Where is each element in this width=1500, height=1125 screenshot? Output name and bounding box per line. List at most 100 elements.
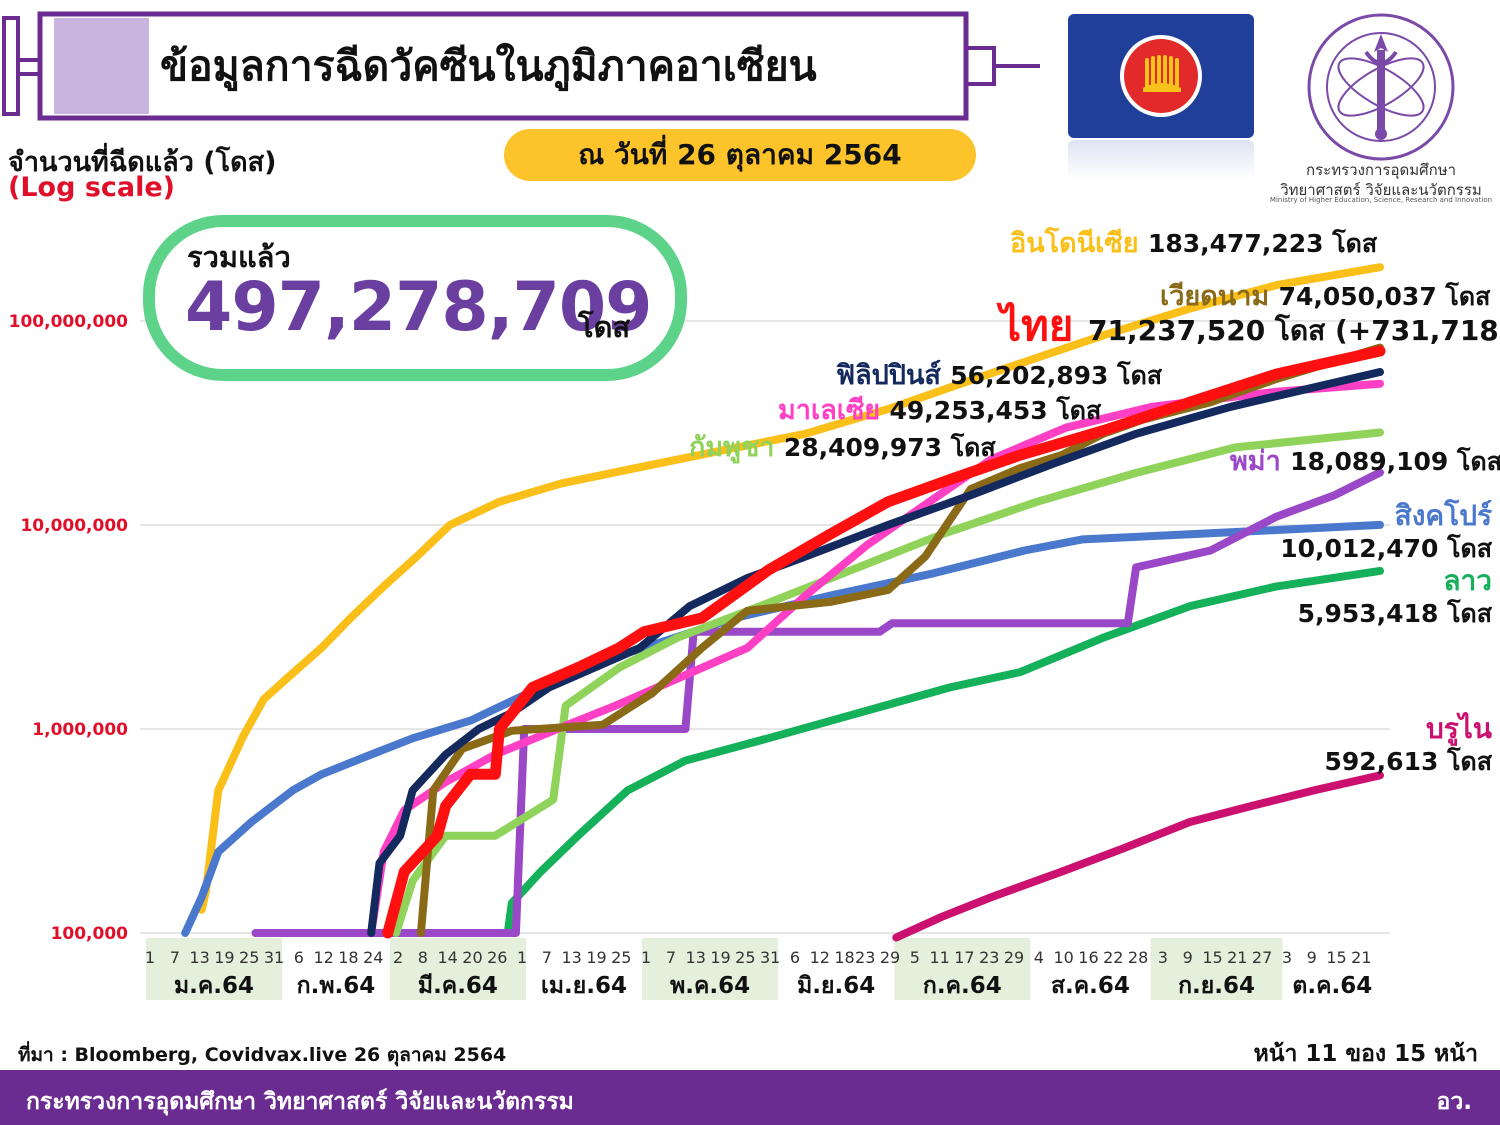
month-label: ก.พ.64 bbox=[297, 973, 376, 999]
series-line bbox=[392, 428, 1384, 937]
series-label: เวียดนาม 74,050,037 โดส bbox=[1160, 281, 1491, 312]
series-value: 18,089,109 โดส bbox=[1290, 446, 1500, 476]
x-axis-ticks: 1 7 13 19 25 31 6 12 18 24 2 8 14 20 26 1 7 13 19 25 1 7 13 19 2… bbox=[145, 948, 1372, 967]
month-shading bbox=[146, 938, 1283, 1000]
x-tick-label: 18 bbox=[338, 948, 358, 967]
x-tick-label: 29 bbox=[1004, 948, 1024, 967]
series-line bbox=[367, 368, 1384, 937]
month-label: มิ.ย.64 bbox=[797, 973, 875, 999]
month-shade bbox=[146, 938, 283, 1000]
series-label: กัมพูชา 28,409,973 โดส bbox=[689, 432, 996, 464]
series-name: พม่า bbox=[1230, 446, 1290, 477]
series-value: 5,953,418 โดส bbox=[1298, 598, 1493, 628]
x-tick-label: 3 bbox=[1158, 948, 1168, 967]
x-tick-label: 9 bbox=[1307, 948, 1317, 967]
footer-bar bbox=[0, 1070, 1500, 1125]
x-tick-label: 25 bbox=[239, 948, 259, 967]
x-tick-label: 29 bbox=[880, 948, 900, 967]
series-line bbox=[382, 345, 1386, 939]
x-tick-label: 31 bbox=[760, 948, 780, 967]
y-tick-label: 100,000,000 bbox=[9, 312, 129, 332]
y-axis-ticks: 100,000 1,000,000 10,000,000 100,000,000 bbox=[9, 312, 129, 944]
total-unit: โดส bbox=[578, 310, 631, 344]
month-label: ส.ค.64 bbox=[1051, 973, 1130, 999]
x-tick-label: 13 bbox=[686, 948, 706, 967]
footer-org: กระทรวงการอุดมศึกษา วิทยาศาสตร์ วิจัยและ… bbox=[26, 1089, 574, 1115]
x-tick-label: 16 bbox=[1078, 948, 1098, 967]
month-shade bbox=[1150, 938, 1283, 1000]
series-name: มาเลเซีย bbox=[778, 395, 890, 426]
x-tick-label: 25 bbox=[735, 948, 755, 967]
x-tick-label: 6 bbox=[790, 948, 800, 967]
series-name: บรูไน bbox=[1426, 712, 1492, 746]
x-tick-label: 20 bbox=[462, 948, 482, 967]
y-tick-label: 10,000,000 bbox=[20, 516, 128, 536]
log-scale-note: (Log scale) bbox=[8, 172, 176, 203]
asean-flag bbox=[1068, 14, 1254, 138]
ministry-name-en: Ministry of Higher Education, Science, R… bbox=[1269, 196, 1493, 204]
month-label: ก.ค.64 bbox=[923, 973, 1002, 999]
month-label: เม.ย.64 bbox=[541, 973, 627, 999]
footer-abbr: อว. bbox=[1436, 1089, 1472, 1115]
x-tick-label: 21 bbox=[1227, 948, 1247, 967]
ministry-logo bbox=[1307, 13, 1455, 161]
x-tick-label: 6 bbox=[294, 948, 304, 967]
series-label: พม่า 18,089,109 โดส bbox=[1230, 446, 1500, 477]
x-tick-label: 27 bbox=[1252, 948, 1272, 967]
series-name: ฟิลิปปินส์ bbox=[836, 359, 950, 391]
total-value: 497,278,709 bbox=[185, 268, 652, 347]
x-tick-label: 28 bbox=[1128, 948, 1148, 967]
x-tick-label: 17 bbox=[954, 948, 974, 967]
series-name: ไทย bbox=[996, 301, 1088, 350]
series-value: 71,237,520 โดส (+731,718) bbox=[1088, 313, 1500, 347]
x-tick-label: 19 bbox=[710, 948, 730, 967]
series-value: 28,409,973 โดส bbox=[784, 432, 997, 462]
x-tick-label: 1 bbox=[145, 948, 155, 967]
series-label: ฟิลิปปินส์ 56,202,893 โดส bbox=[836, 359, 1163, 391]
x-tick-label: 7 bbox=[542, 948, 552, 967]
x-tick-label: 10 bbox=[1053, 948, 1073, 967]
month-label: ก.ย.64 bbox=[1178, 973, 1255, 999]
x-tick-label: 5 bbox=[910, 948, 920, 967]
x-tick-label: 13 bbox=[189, 948, 209, 967]
series-value: 10,012,470 โดส bbox=[1280, 533, 1493, 563]
series-label: อินโดนีเซีย 183,477,223 โดส bbox=[1010, 226, 1378, 259]
x-tick-label: 22 bbox=[1103, 948, 1123, 967]
x-tick-label: 3 bbox=[1282, 948, 1292, 967]
series-value: 592,613 โดส bbox=[1325, 746, 1493, 776]
x-tick-label: 4 bbox=[1034, 948, 1044, 967]
x-tick-label: 12 bbox=[313, 948, 333, 967]
month-label: ต.ค.64 bbox=[1292, 973, 1372, 999]
x-tick-label: 1 bbox=[517, 948, 527, 967]
total-label: รวมแล้ว bbox=[187, 240, 291, 274]
series-value: 74,050,037 โดส bbox=[1279, 281, 1492, 311]
series-name: ลาว bbox=[1443, 564, 1492, 597]
series-name: สิงคโปร์ bbox=[1395, 498, 1492, 532]
x-tick-label: 23 bbox=[855, 948, 875, 967]
date-badge: ณ วันที่ 26 ตุลาคม 2564 bbox=[504, 129, 976, 181]
series-line bbox=[197, 263, 1384, 914]
x-tick-label: 9 bbox=[1183, 948, 1193, 967]
page-number: หน้า 11 ของ 15 หน้า bbox=[1253, 1041, 1478, 1067]
series-lines bbox=[181, 263, 1386, 942]
x-tick-label: 31 bbox=[264, 948, 284, 967]
x-tick-label: 26 bbox=[487, 948, 507, 967]
x-tick-label: 23 bbox=[979, 948, 999, 967]
month-shade bbox=[642, 938, 779, 1000]
series-label: มาเลเซีย 49,253,453 โดส bbox=[778, 395, 1102, 426]
x-tick-label: 11 bbox=[929, 948, 949, 967]
x-tick-label: 7 bbox=[170, 948, 180, 967]
month-label: พ.ค.64 bbox=[670, 973, 750, 999]
y-tick-label: 1,000,000 bbox=[32, 720, 128, 740]
month-shade bbox=[894, 938, 1031, 1000]
x-tick-label: 13 bbox=[562, 948, 582, 967]
series-value: 49,253,453 โดส bbox=[890, 395, 1103, 425]
series-label: ไทย 71,237,520 โดส (+731,718) bbox=[996, 301, 1500, 350]
series-name: เวียดนาม bbox=[1160, 281, 1279, 312]
month-labels: ม.ค.64 ก.พ.64 มี.ค.64 เม.ย.64 พ.ค.64 มิ.ย.64 ก… bbox=[174, 973, 1372, 999]
series-line bbox=[503, 566, 1384, 937]
ministry-name-line2: วิทยาศาสตร์ วิจัยและนวัตกรรม bbox=[1280, 181, 1482, 199]
x-tick-label: 18 bbox=[834, 948, 854, 967]
